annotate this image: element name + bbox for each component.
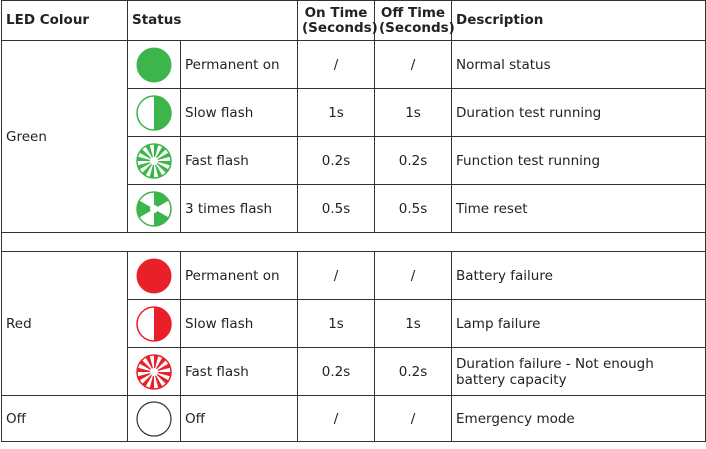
off-time-cell: /: [374, 395, 453, 442]
status-cell: Fast flash: [179, 136, 299, 185]
flash-wedge: [141, 371, 154, 387]
icon-cell: [127, 395, 181, 442]
icon-cell: [127, 136, 181, 185]
off-time-cell: 1s: [374, 299, 453, 348]
flash-wedge: [149, 160, 154, 178]
flash-wedge: [154, 363, 171, 372]
flash-wedge: [154, 371, 163, 388]
description-cell: Battery failure: [451, 251, 706, 300]
off-time-cell: 1s: [374, 88, 453, 137]
off-time-cell: 0.5s: [374, 184, 453, 233]
colour-cell-green: Green: [1, 40, 128, 233]
table-row: Fast flash 0.2s 0.2s Duration failure - …: [2, 347, 706, 396]
status-cell: 3 times flash: [179, 184, 299, 233]
icon-cell: [127, 251, 181, 300]
status-cell: Permanent on: [179, 40, 299, 89]
flash-wedge: [154, 160, 163, 177]
description-cell: Duration failure - Not enough battery ca…: [451, 347, 706, 396]
flash-wedge: [154, 152, 171, 161]
table-row: Off Off / / Emergency mode: [1, 395, 706, 442]
table-row: 3 times flash 0.5s 0.5s Time reset: [2, 184, 706, 233]
flash-wedge: [154, 208, 169, 226]
flash-wedge: [137, 160, 154, 169]
led-green-slow-flash-icon: [136, 94, 172, 131]
led-green-fast-flash-icon: [136, 142, 172, 179]
table-row: Green Permanent on / / Normal status: [1, 40, 706, 233]
flash-wedge: [137, 371, 154, 380]
flash-wedge: [154, 160, 169, 173]
header-status: Status: [126, 0, 299, 41]
flash-wedge: [137, 367, 154, 372]
status-cell: Slow flash: [179, 88, 299, 137]
header-led-colour: LED Colour: [1, 0, 128, 41]
flash-wedge: [145, 355, 154, 372]
flash-wedge: [141, 160, 154, 176]
colour-cell-red: Red: [1, 251, 128, 396]
flash-wedge: [154, 356, 167, 372]
description-cell: Lamp failure: [451, 299, 706, 348]
header-row: LED Colour Status On Time (Seconds) Off T…: [1, 0, 706, 41]
flash-wedge: [154, 354, 159, 372]
header-description: Description: [451, 0, 706, 41]
flash-wedge: [154, 191, 169, 209]
flash-wedge: [154, 143, 159, 161]
flash-wedge: [154, 160, 171, 165]
led-green-3-times-flash-icon: [136, 190, 172, 227]
status-cell: Permanent on: [179, 251, 299, 300]
description-cell: Emergency mode: [451, 395, 706, 442]
status-cell: Fast flash: [179, 347, 299, 396]
on-time-cell: /: [297, 40, 376, 89]
led-green-permanent-icon: [136, 47, 172, 82]
on-time-cell: 0.2s: [297, 347, 376, 396]
description-cell: Time reset: [451, 184, 706, 233]
header-on-time: On Time (Seconds): [297, 0, 378, 41]
led-off-icon: [136, 400, 172, 437]
on-time-cell: /: [297, 251, 376, 300]
icon-cell: [127, 299, 181, 348]
icon-cell: [127, 40, 181, 89]
description-cell: Duration test running: [451, 88, 706, 137]
status-cell: Off: [179, 395, 299, 442]
led-red-permanent-icon: [136, 258, 172, 293]
description-cell: Function test running: [451, 136, 706, 185]
flash-wedge: [137, 156, 154, 161]
flash-wedge: [137, 200, 154, 217]
icon-cell: [127, 347, 181, 396]
flash-wedge: [154, 371, 169, 384]
on-time-cell: 0.5s: [297, 184, 376, 233]
header-off-time: Off Time (Seconds): [374, 0, 455, 41]
table-row: Red Permanent on / / Battery failure: [1, 251, 706, 396]
off-time-cell: 0.2s: [374, 347, 453, 396]
on-time-cell: 1s: [297, 88, 376, 137]
icon-cell: [127, 88, 181, 137]
off-time-cell: 0.2s: [374, 136, 453, 185]
flash-wedge: [139, 359, 154, 372]
flash-wedge: [145, 144, 154, 161]
off-time-cell: /: [374, 251, 453, 300]
colour-cell-off: Off: [1, 395, 128, 442]
flash-wedge: [149, 371, 154, 389]
icon-cell: [127, 184, 181, 233]
flash-wedge: [154, 145, 167, 161]
led-red-slow-flash-icon: [136, 305, 172, 342]
flash-wedge: [139, 148, 154, 161]
on-time-cell: /: [297, 395, 376, 442]
status-cell: Slow flash: [179, 299, 299, 348]
description-cell: Normal status: [451, 40, 706, 89]
table-row: Fast flash 0.2s 0.2s Function test runni…: [2, 136, 706, 185]
flash-wedge: [154, 371, 171, 376]
table-row: Slow flash 1s 1s Duration test running: [2, 88, 706, 137]
off-time-cell: /: [374, 40, 453, 89]
on-time-cell: 1s: [297, 299, 376, 348]
spacer-row: [0, 232, 706, 252]
spacer-cell: [0, 232, 706, 252]
on-time-cell: 0.2s: [297, 136, 376, 185]
led-red-fast-flash-icon: [136, 353, 172, 390]
